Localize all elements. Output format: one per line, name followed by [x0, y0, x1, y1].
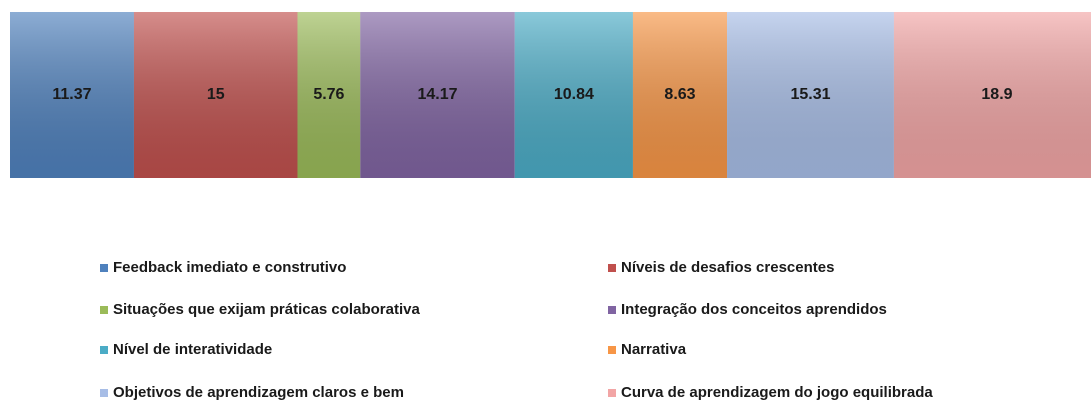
- legend-label: Níveis de desafios crescentes: [621, 259, 834, 276]
- legend-swatch: [100, 389, 108, 397]
- legend-swatch: [100, 306, 108, 314]
- data-label: 18.9: [981, 86, 1012, 103]
- legend-label: Nível de interatividade: [113, 341, 272, 358]
- legend-swatch: [608, 306, 616, 314]
- legend-label: Narrativa: [621, 341, 687, 358]
- data-label: 15.31: [790, 86, 830, 103]
- legend-swatch: [608, 389, 616, 397]
- bar-shade: [514, 12, 633, 178]
- legend-label: Curva de aprendizagem do jogo equilibrad…: [621, 384, 933, 400]
- data-label: 11.37: [52, 86, 91, 103]
- legend-label: Objetivos de aprendizagem claros e bem: [113, 384, 404, 400]
- bar-shade: [727, 12, 894, 178]
- bar-shade: [360, 12, 515, 178]
- legend-swatch: [100, 346, 108, 354]
- legend-swatch: [608, 346, 616, 354]
- data-label: 10.84: [554, 86, 594, 103]
- legend-swatch: [100, 264, 108, 272]
- bar-shade: [133, 12, 298, 178]
- bar-shade: [10, 12, 134, 178]
- bar-shade: [297, 12, 361, 178]
- legend-label: Feedback imediato e construtivo: [113, 259, 346, 276]
- bar-shade: [893, 12, 1091, 178]
- legend-label: Integração dos conceitos aprendidos: [621, 301, 887, 318]
- legend-swatch: [608, 264, 616, 272]
- data-label: 15: [207, 86, 225, 103]
- data-label: 14.17: [418, 86, 458, 103]
- data-label: 5.76: [313, 86, 344, 103]
- data-label: 8.63: [664, 86, 695, 103]
- legend-label: Situações que exijam práticas colaborati…: [113, 301, 420, 318]
- bar-shade: [632, 12, 728, 178]
